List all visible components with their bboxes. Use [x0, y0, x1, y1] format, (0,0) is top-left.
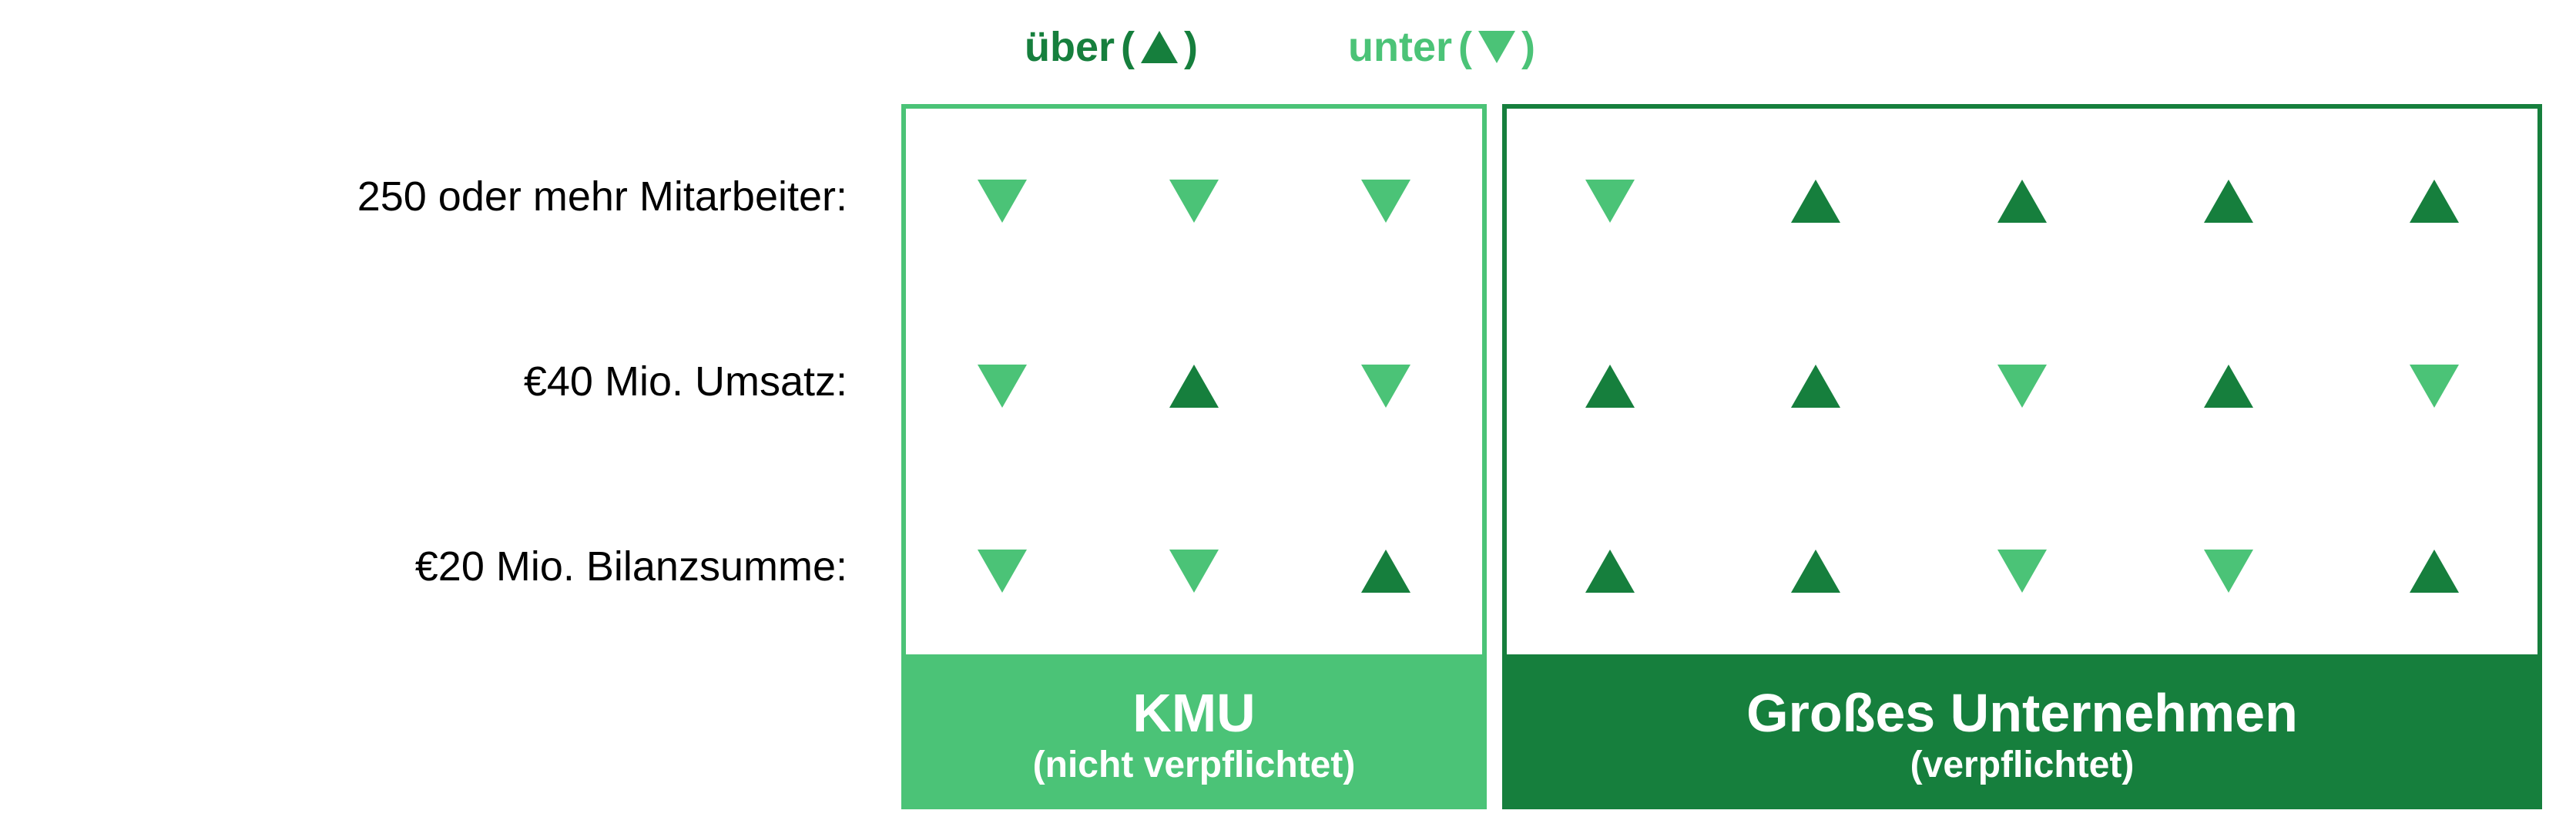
triangle-up-icon — [1791, 365, 1840, 408]
legend-over: über ( ) — [1025, 23, 1198, 71]
row-label: €40 Mio. Umsatz: — [0, 357, 847, 407]
footer-kmu-title: KMU — [1132, 682, 1255, 745]
legend-over-open-paren: ( — [1121, 23, 1135, 71]
triangle-up-icon — [1585, 550, 1635, 593]
threshold-cell — [2331, 479, 2537, 664]
triangle-up-icon — [1361, 550, 1410, 593]
triangle-down-icon — [978, 550, 1027, 593]
threshold-cell — [1713, 109, 1920, 294]
threshold-cell — [2125, 109, 2332, 294]
triangle-down-icon — [2410, 365, 2459, 408]
triangle-up-icon — [1997, 180, 2047, 223]
triangle-up-icon — [2204, 365, 2253, 408]
threshold-cell — [1507, 109, 1713, 294]
triangle-up-icon — [1791, 180, 1840, 223]
footer-large-title: Großes Unternehmen — [1746, 682, 2298, 745]
legend-under-label: unter — [1348, 23, 1452, 71]
row-label: €20 Mio. Bilanzsumme: — [0, 542, 847, 592]
legend-under: unter ( ) — [1348, 23, 1535, 71]
triangle-up-icon — [1141, 31, 1178, 63]
triangle-up-icon — [2204, 180, 2253, 223]
threshold-cell — [2125, 479, 2332, 664]
threshold-cell — [1290, 294, 1482, 479]
triangle-down-icon — [2204, 550, 2253, 593]
triangle-down-icon — [1478, 31, 1515, 63]
threshold-cell — [1098, 109, 1290, 294]
row-label: 250 oder mehr Mitarbeiter: — [0, 172, 847, 222]
panel-large — [1502, 104, 2542, 659]
threshold-cell — [1507, 479, 1713, 664]
threshold-cell — [2331, 294, 2537, 479]
triangle-down-icon — [1169, 550, 1219, 593]
threshold-cell — [1919, 479, 2125, 664]
threshold-cell — [906, 109, 1098, 294]
threshold-cell — [1290, 109, 1482, 294]
threshold-cell — [1919, 109, 2125, 294]
threshold-cell — [906, 479, 1098, 664]
triangle-up-icon — [2410, 550, 2459, 593]
triangle-up-icon — [1585, 365, 1635, 408]
panel-kmu — [901, 104, 1487, 659]
triangle-down-icon — [1361, 180, 1410, 223]
triangle-down-icon — [978, 365, 1027, 408]
threshold-cell — [2125, 294, 2332, 479]
threshold-cell — [1507, 294, 1713, 479]
threshold-cell — [906, 294, 1098, 479]
triangle-up-icon — [2410, 180, 2459, 223]
threshold-cell — [2331, 109, 2537, 294]
triangle-up-icon — [1169, 365, 1219, 408]
legend-under-close-paren: ) — [1521, 23, 1535, 71]
triangle-down-icon — [1997, 365, 2047, 408]
legend-over-label: über — [1025, 23, 1115, 71]
triangle-down-icon — [1169, 180, 1219, 223]
triangle-down-icon — [1585, 180, 1635, 223]
legend-over-close-paren: ) — [1184, 23, 1198, 71]
threshold-cell — [1919, 294, 2125, 479]
legend-under-open-paren: ( — [1458, 23, 1472, 71]
footer-kmu-sub: (nicht verpflichtet) — [1033, 744, 1356, 786]
footer-large-sub: (verpflichtet) — [1910, 744, 2135, 786]
triangle-down-icon — [1361, 365, 1410, 408]
threshold-cell — [1098, 294, 1290, 479]
threshold-cell — [1713, 294, 1920, 479]
triangle-down-icon — [978, 180, 1027, 223]
threshold-cell — [1713, 479, 1920, 664]
threshold-cell — [1290, 479, 1482, 664]
footer-kmu: KMU (nicht verpflichtet) — [901, 659, 1487, 809]
triangle-down-icon — [1997, 550, 2047, 593]
footer-large: Großes Unternehmen (verpflichtet) — [1502, 659, 2542, 809]
threshold-cell — [1098, 479, 1290, 664]
threshold-diagram: über ( ) unter ( ) 250 oder mehr Mitarbe… — [0, 0, 2576, 817]
triangle-up-icon — [1791, 550, 1840, 593]
